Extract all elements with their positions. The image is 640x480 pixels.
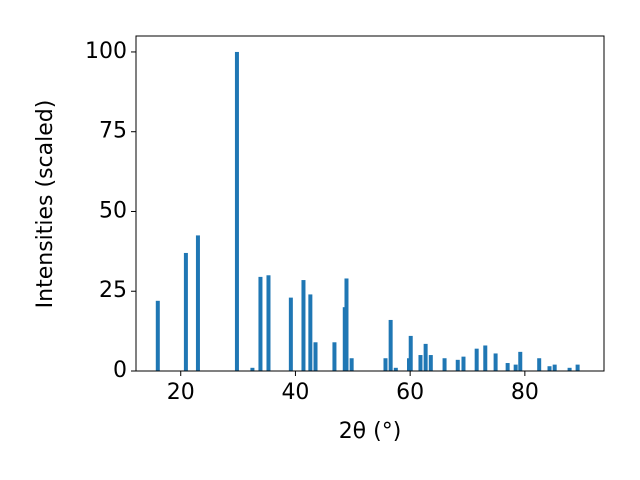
x-tick-label: 80	[511, 380, 539, 405]
bar	[195, 235, 200, 371]
bar	[393, 367, 398, 371]
bar	[288, 297, 293, 371]
bar	[418, 355, 423, 371]
bar	[313, 342, 318, 371]
x-tick-label: 40	[281, 380, 309, 405]
bar	[388, 319, 393, 371]
bar	[308, 294, 313, 371]
bar	[349, 358, 354, 371]
bar	[461, 356, 466, 371]
bar	[344, 278, 349, 371]
bar	[258, 276, 263, 371]
x-axis-label: 2θ (°)	[339, 419, 402, 444]
y-axis-label: Intensities (scaled)	[33, 100, 58, 309]
y-tick-label: 75	[99, 119, 127, 144]
bar	[234, 51, 239, 371]
x-tick-label: 60	[396, 380, 424, 405]
bar	[332, 342, 337, 371]
bar	[537, 358, 542, 371]
bar	[266, 275, 271, 371]
bar	[155, 300, 160, 371]
bar	[575, 364, 580, 371]
bar	[383, 358, 388, 371]
bar	[474, 348, 479, 371]
x-tick-label: 20	[167, 380, 195, 405]
bar	[547, 366, 552, 371]
bar	[423, 343, 428, 371]
bar	[428, 355, 433, 371]
y-tick-label: 50	[99, 198, 127, 223]
bar	[552, 364, 557, 371]
bar	[567, 367, 572, 371]
bar	[250, 367, 255, 371]
bar	[505, 363, 510, 371]
bar	[493, 353, 498, 371]
bar	[301, 280, 306, 371]
y-tick-label: 25	[99, 278, 127, 303]
bar	[455, 359, 460, 371]
bar	[408, 335, 413, 371]
bar	[513, 364, 518, 371]
y-tick-label: 100	[85, 39, 127, 64]
bar	[442, 358, 447, 371]
bar	[518, 351, 523, 371]
plot-frame	[135, 35, 605, 372]
y-tick-label: 0	[113, 358, 127, 383]
bar	[483, 345, 488, 371]
bar	[183, 252, 188, 371]
